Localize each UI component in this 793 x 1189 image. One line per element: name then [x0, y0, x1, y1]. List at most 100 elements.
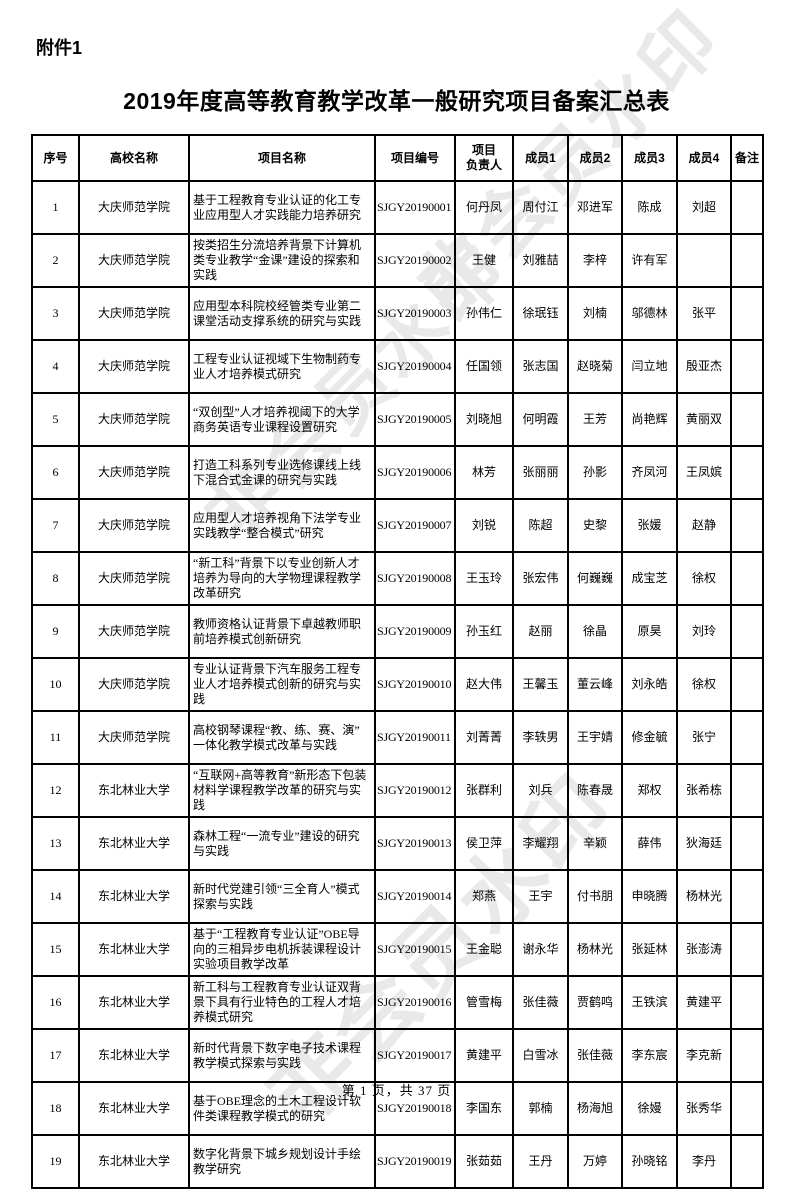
cell-project-code: SJGY20190014 [374, 869, 456, 924]
cell-university: 大庆师范学院 [78, 551, 190, 606]
cell-no: 17 [31, 1028, 80, 1083]
cell-member3: 邬德林 [621, 286, 678, 341]
cell-member4: 李丹 [676, 1134, 732, 1189]
header-col-university: 高校名称 [78, 134, 190, 182]
cell-member1: 刘兵 [512, 763, 569, 818]
cell-project-code: SJGY20190019 [374, 1134, 456, 1189]
header-col-member3: 成员3 [621, 134, 678, 182]
cell-project-name: 打造工科系列专业选修课线上线下混合式金课的研究与实践 [188, 445, 376, 500]
cell-project-code: SJGY20190012 [374, 763, 456, 818]
cell-member2: 史黎 [567, 498, 623, 553]
cell-member4: 张澎涛 [676, 922, 732, 977]
cell-note [730, 922, 764, 977]
cell-member2: 徐晶 [567, 604, 623, 659]
table-row: 7 大庆师范学院 应用型人才培养视角下法学专业实践教学“整合模式”研究 SJGY201… [31, 498, 764, 553]
cell-member4: 杨林光 [676, 869, 732, 924]
header-col-leader: 项目 负责人 [454, 134, 514, 182]
cell-member2: 刘楠 [567, 286, 623, 341]
page-title: 2019年度高等教育教学改革一般研究项目备案汇总表 [123, 88, 670, 114]
cell-project-code: SJGY20190006 [374, 445, 456, 500]
table-row: 4 大庆师范学院 工程专业认证视域下生物制药专业人才培养模式研究 SJGY201900… [31, 339, 764, 394]
cell-member4: 殷亚杰 [676, 339, 732, 394]
cell-member1: 王丹 [512, 1134, 569, 1189]
table-row: 13 东北林业大学 森林工程“一流专业”建设的研究与实践 SJGY20190013 侯卫… [31, 816, 764, 871]
cell-member3: 尚艳辉 [621, 392, 678, 447]
cell-note [730, 498, 764, 553]
cell-member2: 付书朋 [567, 869, 623, 924]
cell-member2: 孙影 [567, 445, 623, 500]
cell-member3: 薛伟 [621, 816, 678, 871]
cell-no: 8 [31, 551, 80, 606]
cell-member3: 修金毓 [621, 710, 678, 765]
cell-university: 大庆师范学院 [78, 233, 190, 288]
cell-member4: 黄丽双 [676, 392, 732, 447]
cell-member3: 郑权 [621, 763, 678, 818]
cell-project-name: 专业认证背景下汽车服务工程专业人才培养模式创新的研究与实践 [188, 657, 376, 712]
cell-project-code: SJGY20190016 [374, 975, 456, 1030]
cell-member1: 张佳薇 [512, 975, 569, 1030]
cell-member4: 王凤嫔 [676, 445, 732, 500]
cell-no: 14 [31, 869, 80, 924]
cell-project-name: 应用型本科院校经管类专业第二课堂活动支撑系统的研究与实践 [188, 286, 376, 341]
header-col-project-name: 项目名称 [188, 134, 376, 182]
cell-project-code: SJGY20190003 [374, 286, 456, 341]
page-number: 第 1 页，共 37 页 [341, 1083, 452, 1098]
cell-member1: 徐珉钰 [512, 286, 569, 341]
table-row: 1 大庆师范学院 基于工程教育专业认证的化工专业应用型人才实践能力培养研究 SJGY2… [31, 180, 764, 235]
cell-member3: 刘永皓 [621, 657, 678, 712]
cell-project-name: “新工科”背景下以专业创新人才培养为导向的大学物理课程教学改革研究 [188, 551, 376, 606]
cell-member2: 贾鹤鸣 [567, 975, 623, 1030]
cell-project-name: 新时代党建引领“三全育人”模式探索与实践 [188, 869, 376, 924]
cell-note [730, 763, 764, 818]
cell-member2: 王宇婧 [567, 710, 623, 765]
cell-note [730, 445, 764, 500]
cell-project-name: 教师资格认证背景下卓越教师职前培养模式创新研究 [188, 604, 376, 659]
cell-member4: 徐权 [676, 657, 732, 712]
cell-no: 1 [31, 180, 80, 235]
cell-member3: 申晓腾 [621, 869, 678, 924]
cell-note [730, 551, 764, 606]
cell-project-code: SJGY20190007 [374, 498, 456, 553]
cell-note [730, 286, 764, 341]
cell-member3: 成宝芝 [621, 551, 678, 606]
cell-leader: 张茹茹 [454, 1134, 514, 1189]
cell-no: 12 [31, 763, 80, 818]
cell-member2: 邓进军 [567, 180, 623, 235]
cell-project-name: 应用型人才培养视角下法学专业实践教学“整合模式”研究 [188, 498, 376, 553]
cell-university: 大庆师范学院 [78, 392, 190, 447]
cell-note [730, 1134, 764, 1189]
cell-project-code: SJGY20190005 [374, 392, 456, 447]
cell-leader: 赵大伟 [454, 657, 514, 712]
cell-member4: 刘超 [676, 180, 732, 235]
cell-project-code: SJGY20190008 [374, 551, 456, 606]
table-row: 15 东北林业大学 基于“工程教育专业认证”OBE导向的三相异步电机拆装课程设计实验… [31, 922, 764, 977]
cell-university: 东北林业大学 [78, 1134, 190, 1189]
cell-member4: 李克新 [676, 1028, 732, 1083]
cell-leader: 刘菁菁 [454, 710, 514, 765]
table-row: 9 大庆师范学院 教师资格认证背景下卓越教师职前培养模式创新研究 SJGY201900… [31, 604, 764, 659]
cell-member2: 李梓 [567, 233, 623, 288]
projects-table: 序号 高校名称 项目名称 项目编号 项目 负责人 成员1 成员2 成员3 成员4 备注 1 大庆师范… [31, 134, 764, 1189]
header-col-note: 备注 [730, 134, 764, 182]
cell-university: 东北林业大学 [78, 763, 190, 818]
cell-no: 10 [31, 657, 80, 712]
cell-note [730, 975, 764, 1030]
cell-project-name: 基于工程教育专业认证的化工专业应用型人才实践能力培养研究 [188, 180, 376, 235]
cell-project-code: SJGY20190011 [374, 710, 456, 765]
cell-member4: 徐权 [676, 551, 732, 606]
cell-university: 大庆师范学院 [78, 604, 190, 659]
cell-university: 大庆师范学院 [78, 180, 190, 235]
cell-member1: 刘雅喆 [512, 233, 569, 288]
cell-member2: 陈春晟 [567, 763, 623, 818]
table-row: 14 东北林业大学 新时代党建引领“三全育人”模式探索与实践 SJGY20190014… [31, 869, 764, 924]
cell-member1: 周付江 [512, 180, 569, 235]
table-row: 19 东北林业大学 数字化背景下城乡规划设计手绘教学研究 SJGY20190019 张茹… [31, 1134, 764, 1189]
cell-project-code: SJGY20190017 [374, 1028, 456, 1083]
cell-member4: 张宁 [676, 710, 732, 765]
cell-university: 东北林业大学 [78, 816, 190, 871]
cell-member2: 杨林光 [567, 922, 623, 977]
cell-university: 大庆师范学院 [78, 710, 190, 765]
cell-member4 [676, 233, 732, 288]
cell-member3: 原昊 [621, 604, 678, 659]
cell-member3: 孙晓铭 [621, 1134, 678, 1189]
